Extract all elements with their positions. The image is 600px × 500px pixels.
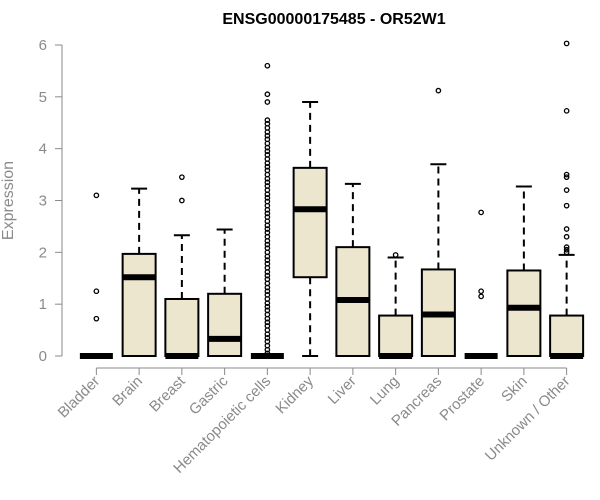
x-tick-label: Brain bbox=[109, 373, 146, 410]
box-bladder bbox=[79, 192, 113, 359]
box-rect bbox=[164, 297, 200, 358]
y-tick-label: 4 bbox=[39, 141, 47, 158]
outlier-point bbox=[563, 226, 570, 232]
outlier-point bbox=[264, 210, 271, 217]
outlier-point bbox=[264, 335, 271, 341]
box-rect bbox=[121, 252, 157, 357]
outlier-point bbox=[478, 209, 484, 216]
outlier-point bbox=[563, 171, 570, 178]
x-tick-label: Liver bbox=[325, 373, 360, 408]
x-tick-label: Prostate bbox=[436, 373, 488, 425]
outlier-point bbox=[93, 315, 100, 322]
outlier-point bbox=[563, 244, 570, 250]
box-brain bbox=[121, 187, 157, 357]
outlier-point bbox=[563, 202, 570, 209]
box-breast bbox=[164, 174, 200, 359]
y-tick-label: 3 bbox=[39, 193, 47, 210]
outlier-point bbox=[563, 40, 570, 47]
outlier-point bbox=[264, 260, 271, 267]
outlier-point bbox=[563, 249, 570, 256]
box-unknown-other bbox=[549, 40, 585, 359]
outlier-point bbox=[264, 152, 271, 158]
chart-title: ENSG00000175485 - OR52W1 bbox=[222, 11, 445, 28]
x-tick-label: Breast bbox=[146, 372, 189, 415]
box-rect bbox=[207, 292, 243, 357]
outlier-point bbox=[264, 272, 271, 279]
outlier-point bbox=[264, 183, 271, 189]
outlier-point bbox=[264, 148, 271, 155]
outlier-point bbox=[392, 252, 399, 258]
box-prostate bbox=[464, 209, 498, 359]
outlier-point bbox=[264, 132, 271, 139]
y-tick-label: 0 bbox=[39, 348, 47, 365]
outlier-point bbox=[264, 91, 271, 98]
outlier-point bbox=[563, 233, 570, 240]
box-rect bbox=[506, 269, 542, 358]
outlier-point bbox=[179, 197, 185, 204]
outlier-point bbox=[264, 167, 271, 174]
outlier-point bbox=[264, 276, 271, 283]
outlier-point bbox=[264, 319, 271, 326]
outlier-point bbox=[264, 241, 271, 248]
outlier-point bbox=[264, 62, 271, 69]
boxes-group bbox=[79, 40, 585, 359]
outlier-point bbox=[264, 245, 271, 252]
y-tick-label: 5 bbox=[39, 89, 47, 106]
box-lung bbox=[378, 252, 414, 359]
outlier-point bbox=[264, 257, 271, 263]
outlier-point bbox=[563, 107, 570, 114]
outlier-point bbox=[264, 163, 271, 170]
outlier-point bbox=[264, 120, 271, 127]
outlier-point bbox=[264, 226, 271, 232]
outlier-point bbox=[478, 288, 484, 295]
outlier-point bbox=[264, 288, 271, 295]
box-skin bbox=[506, 185, 542, 358]
outlier-point bbox=[563, 246, 570, 253]
outlier-point bbox=[93, 288, 100, 295]
box-liver bbox=[335, 182, 371, 357]
outlier-point bbox=[264, 136, 271, 143]
outlier-point bbox=[264, 323, 271, 329]
outlier-point bbox=[563, 187, 570, 193]
outlier-point bbox=[264, 307, 271, 314]
outlier-point bbox=[264, 195, 271, 201]
outlier-point bbox=[264, 229, 271, 236]
box-pancreas bbox=[420, 87, 456, 357]
outlier-point bbox=[264, 99, 271, 105]
outlier-point bbox=[563, 174, 570, 181]
box-gastric bbox=[207, 228, 243, 357]
x-tick-label: Bladder bbox=[55, 373, 104, 422]
outlier-point bbox=[93, 192, 100, 199]
y-tick-label: 6 bbox=[39, 37, 47, 54]
outlier-point bbox=[179, 174, 185, 181]
x-tick-label: Kidney bbox=[272, 372, 317, 417]
outlier-point bbox=[264, 198, 271, 205]
outlier-point bbox=[264, 303, 271, 310]
box-kidney bbox=[292, 101, 328, 357]
box-rect bbox=[549, 314, 585, 358]
y-axis-label: Expression bbox=[0, 161, 17, 240]
box-rect bbox=[292, 166, 328, 279]
outlier-point bbox=[478, 293, 484, 300]
outlier-point bbox=[264, 117, 271, 124]
outlier-point bbox=[264, 291, 271, 298]
outlier-point bbox=[435, 87, 442, 94]
box-hematopoietic-cells bbox=[250, 62, 284, 359]
y-tick-label: 2 bbox=[39, 244, 47, 261]
outlier-point bbox=[264, 338, 271, 345]
y-tick-label: 1 bbox=[39, 296, 47, 313]
y-axis: 0 1 2 3 4 5 6 bbox=[39, 37, 63, 365]
outlier-point bbox=[264, 350, 271, 357]
outlier-point bbox=[264, 214, 271, 220]
x-tick-label: Skin bbox=[498, 373, 531, 406]
x-tick-label: Lung bbox=[367, 373, 403, 409]
box-rect bbox=[378, 314, 414, 358]
outlier-point bbox=[264, 179, 271, 186]
